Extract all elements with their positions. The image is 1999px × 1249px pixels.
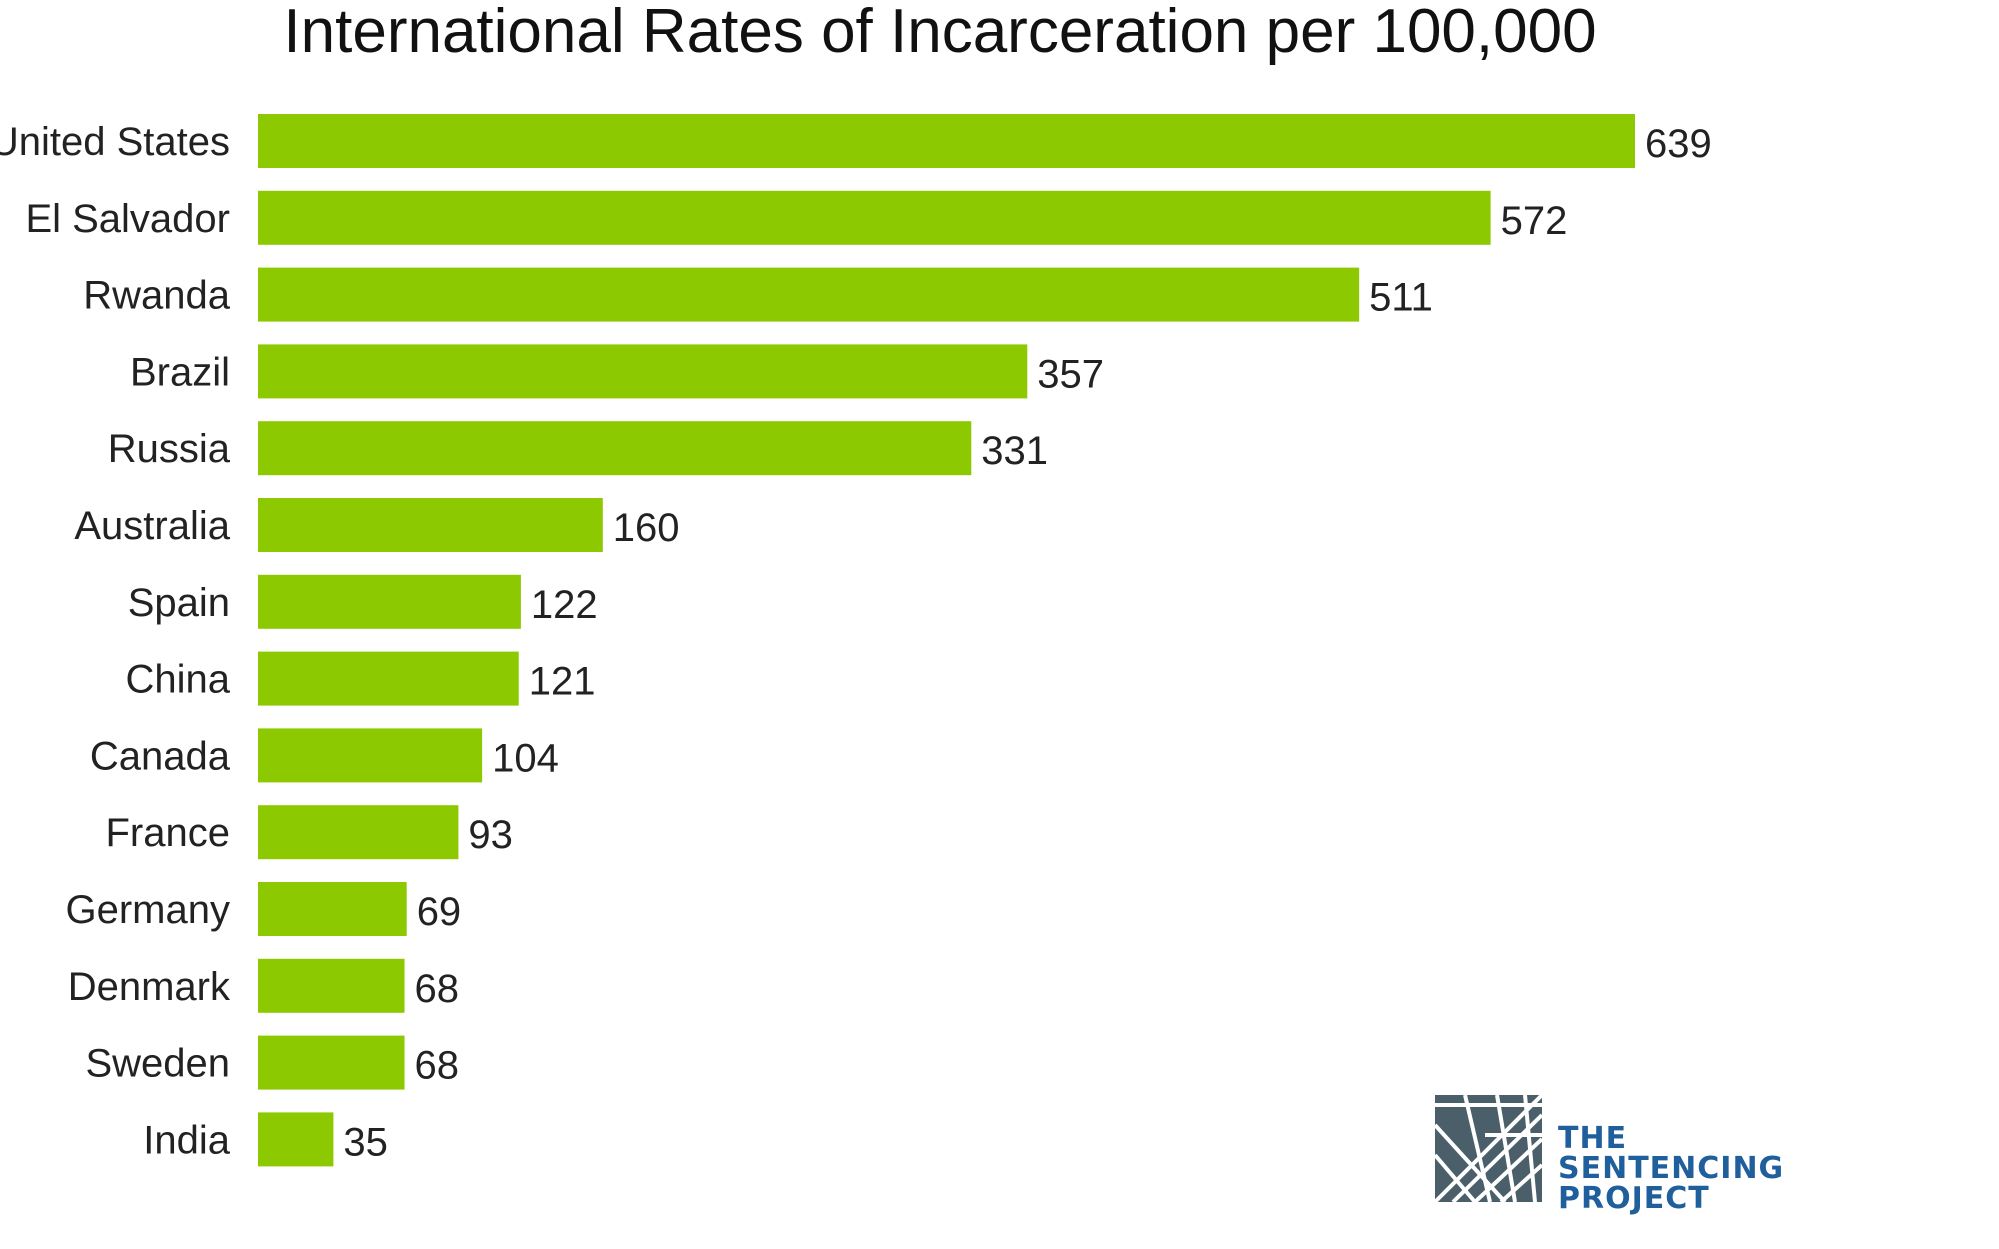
chart-title: International Rates of Incarceration per… [283, 0, 1596, 66]
logo-line-3: PROJECT [1558, 1181, 1710, 1216]
value-label: 69 [417, 890, 462, 934]
value-label: 160 [613, 506, 680, 550]
bar [258, 498, 603, 552]
category-label: France [106, 811, 231, 855]
bar [258, 190, 1491, 245]
bar [258, 267, 1360, 322]
category-label: Germany [66, 888, 231, 932]
bar [258, 805, 459, 860]
bar [258, 574, 521, 629]
value-label: 121 [529, 660, 596, 704]
sentencing-project-logo: THE SENTENCING PROJECT [1433, 1093, 1784, 1216]
bar [258, 421, 972, 476]
value-label: 511 [1369, 276, 1433, 320]
category-label: Sweden [85, 1042, 230, 1086]
category-label: India [143, 1118, 230, 1162]
value-label: 68 [415, 967, 460, 1011]
value-label: 68 [415, 1044, 460, 1088]
bar [258, 1112, 334, 1167]
value-label: 104 [492, 736, 559, 780]
category-label: China [125, 658, 230, 702]
bar [258, 958, 405, 1013]
value-label: 35 [343, 1120, 388, 1164]
logo-line-2: SENTENCING [1558, 1151, 1784, 1186]
bar [258, 882, 407, 936]
value-label: 122 [531, 583, 598, 627]
category-label: Denmark [68, 965, 231, 1009]
category-label: Rwanda [83, 274, 231, 318]
category-label: Spain [128, 581, 230, 625]
category-label: Brazil [130, 350, 230, 394]
logo-mark-icon [1433, 1093, 1544, 1204]
bar [258, 344, 1028, 399]
bar [258, 1035, 405, 1090]
bars-layer: United States 639 El Salvador 572 Rwanda 511 B… [0, 114, 1712, 1167]
bar [258, 114, 1635, 168]
value-label: 93 [468, 813, 513, 857]
category-label: Australia [74, 504, 230, 548]
category-label: United States [0, 120, 230, 164]
bar [258, 651, 519, 706]
value-label: 357 [1037, 352, 1104, 396]
category-label: Russia [108, 427, 231, 471]
bar [258, 728, 483, 783]
category-label: Canada [90, 734, 231, 778]
logo-line-1: THE [1558, 1121, 1627, 1156]
category-label: El Salvador [25, 197, 230, 241]
value-label: 572 [1501, 199, 1568, 243]
value-label: 639 [1645, 122, 1712, 166]
value-label: 331 [981, 429, 1048, 473]
